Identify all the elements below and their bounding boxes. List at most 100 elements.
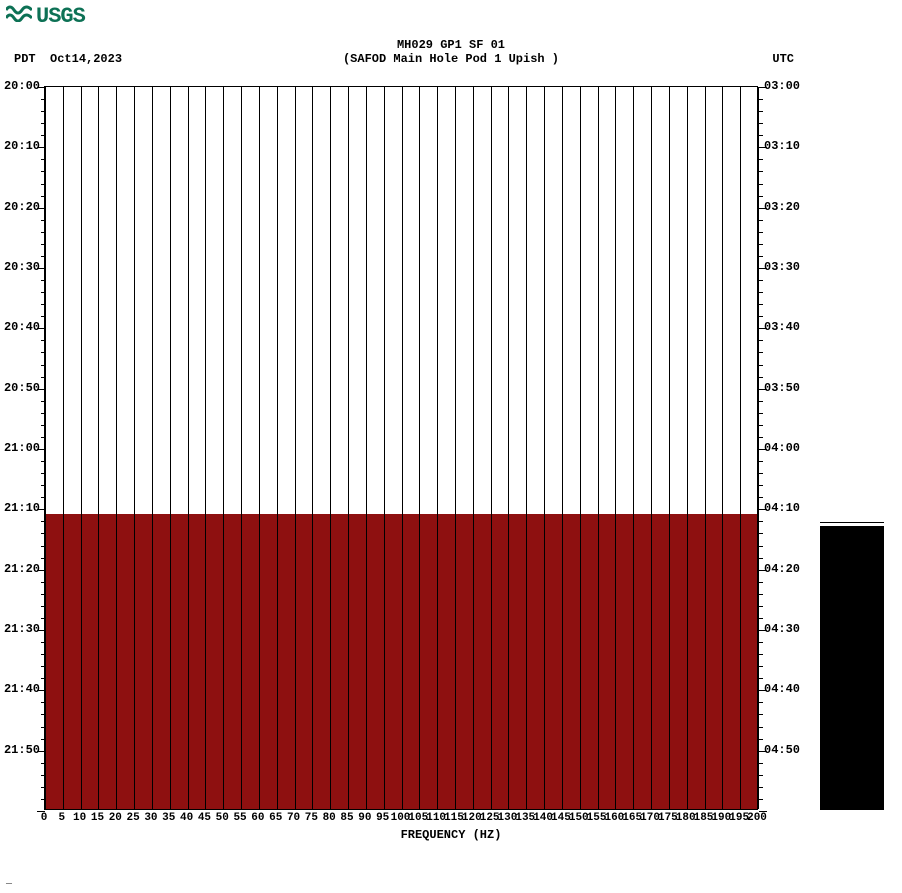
y-tick <box>41 135 45 136</box>
gridline-v <box>437 87 438 809</box>
y-tick <box>759 220 763 221</box>
y-tick <box>759 196 763 197</box>
gridline-v <box>98 87 99 809</box>
y-left-label: 21:00 <box>4 441 40 455</box>
x-tick-label: 10 <box>73 812 86 824</box>
y-tick <box>759 727 763 728</box>
y-tick <box>759 280 763 281</box>
x-tick-label: 145 <box>551 812 571 824</box>
plot-area <box>44 86 758 810</box>
y-tick <box>41 739 45 740</box>
x-tick-label: 105 <box>408 812 428 824</box>
y-tick <box>759 413 763 414</box>
y-left-label: 20:40 <box>4 320 40 334</box>
y-tick <box>41 654 45 655</box>
x-tick-label: 115 <box>444 812 464 824</box>
y-tick <box>41 196 45 197</box>
x-axis-title: FREQUENCY (HZ) <box>0 828 902 842</box>
y-tick <box>41 111 45 112</box>
gridline-v <box>544 87 545 809</box>
y-tick <box>759 642 763 643</box>
tz-left: PDT <box>14 52 36 66</box>
x-tick-label: 155 <box>587 812 607 824</box>
y-tick <box>41 714 45 715</box>
gridline-v <box>526 87 527 809</box>
y-tick <box>41 377 45 378</box>
y-tick <box>41 666 45 667</box>
y-left-label: 21:10 <box>4 501 40 515</box>
y-left-label: 20:30 <box>4 260 40 274</box>
x-tick-label: 40 <box>180 812 193 824</box>
y-tick <box>759 304 763 305</box>
y-right-label: 03:10 <box>764 139 800 153</box>
y-tick <box>41 546 45 547</box>
y-right-label: 04:20 <box>764 562 800 576</box>
x-tick-label: 15 <box>91 812 104 824</box>
y-tick <box>759 340 763 341</box>
y-tick <box>759 799 763 800</box>
y-tick <box>41 582 45 583</box>
gridline-v <box>598 87 599 809</box>
gridline-v <box>384 87 385 809</box>
y-tick <box>759 99 763 100</box>
gridline-v <box>277 87 278 809</box>
y-left-label: 21:20 <box>4 562 40 576</box>
gridline-v <box>580 87 581 809</box>
y-tick <box>41 437 45 438</box>
y-tick <box>41 123 45 124</box>
y-tick <box>41 727 45 728</box>
x-tick-label: 165 <box>622 812 642 824</box>
y-right-label: 04:50 <box>764 743 800 757</box>
y-tick <box>41 678 45 679</box>
y-tick <box>759 256 763 257</box>
y-left-label: 20:50 <box>4 381 40 395</box>
y-tick <box>759 714 763 715</box>
gridline-v <box>366 87 367 809</box>
y-tick <box>41 304 45 305</box>
y-tick <box>41 340 45 341</box>
y-tick <box>41 521 45 522</box>
y-tick <box>41 159 45 160</box>
y-tick <box>759 123 763 124</box>
gridline-v <box>402 87 403 809</box>
y-tick <box>41 280 45 281</box>
gridline-v <box>63 87 64 809</box>
gridline-v <box>295 87 296 809</box>
y-left-label: 20:20 <box>4 200 40 214</box>
y-right-label: 04:00 <box>764 441 800 455</box>
x-tick-label: 55 <box>233 812 246 824</box>
y-tick <box>41 425 45 426</box>
x-tick-label: 135 <box>515 812 535 824</box>
y-tick <box>759 666 763 667</box>
y-tick <box>41 594 45 595</box>
spectrogram-chart <box>44 86 758 810</box>
gridline-v <box>330 87 331 809</box>
y-left-label: 20:10 <box>4 139 40 153</box>
x-tick-label: 75 <box>305 812 318 824</box>
y-tick <box>41 533 45 534</box>
y-left-label: 21:50 <box>4 743 40 757</box>
y-tick <box>759 292 763 293</box>
y-tick <box>759 787 763 788</box>
y-tick <box>41 702 45 703</box>
y-tick <box>759 244 763 245</box>
gridline-v <box>508 87 509 809</box>
x-tick-label: 20 <box>109 812 122 824</box>
y-left-label: 21:30 <box>4 622 40 636</box>
y-tick <box>759 437 763 438</box>
x-tick-label: 25 <box>127 812 140 824</box>
x-axis-labels: 0510152025303540455055606570758085909510… <box>44 812 758 826</box>
x-tick-label: 45 <box>198 812 211 824</box>
gridline-v <box>491 87 492 809</box>
y-tick <box>41 787 45 788</box>
x-tick-label: 195 <box>729 812 749 824</box>
y-right-label: 03:00 <box>764 79 800 93</box>
x-tick-label: 160 <box>604 812 624 824</box>
y-tick <box>759 365 763 366</box>
gridline-v <box>312 87 313 809</box>
gridline-v <box>152 87 153 809</box>
y-tick <box>759 618 763 619</box>
gridline-v <box>669 87 670 809</box>
y-tick <box>41 497 45 498</box>
y-tick <box>41 775 45 776</box>
